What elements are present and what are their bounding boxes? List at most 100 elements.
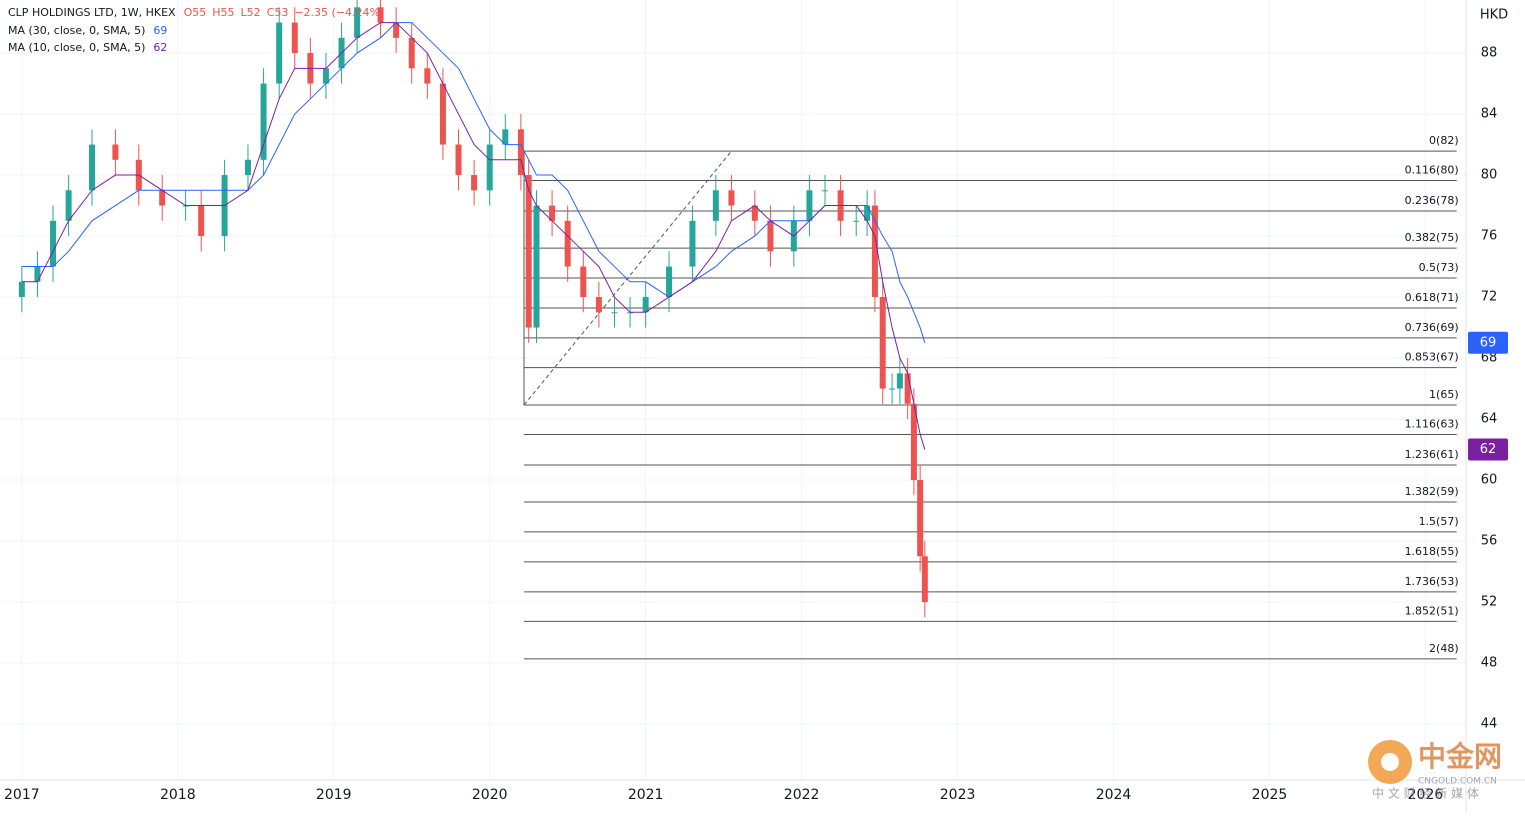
grid xyxy=(0,0,1466,780)
x-tick-label: 2025 xyxy=(1252,787,1288,803)
fib-label: 1.5(57) xyxy=(1419,515,1459,528)
logo-icon xyxy=(1381,753,1399,771)
candle-body xyxy=(455,144,462,176)
ohlc-value: O55 xyxy=(184,6,207,19)
candle-body xyxy=(580,266,587,298)
candle-body xyxy=(291,22,298,54)
fib-label: 2(48) xyxy=(1429,642,1459,655)
x-tick-label: 2017 xyxy=(4,787,40,803)
fib-label: 0.5(73) xyxy=(1419,261,1459,274)
fib-label: 0.736(69) xyxy=(1405,321,1459,334)
candle-body xyxy=(517,129,524,176)
candle-body xyxy=(864,205,871,221)
candle-body xyxy=(889,388,896,390)
price-badge xyxy=(1468,438,1508,461)
y-tick-label: 72 xyxy=(1481,290,1498,305)
fib-label: 1.618(55) xyxy=(1405,545,1459,558)
currency: HKD xyxy=(1480,8,1508,23)
candle-body xyxy=(921,556,928,603)
fib-label: 0.618(71) xyxy=(1405,291,1459,304)
fib-label: 1.116(63) xyxy=(1405,417,1459,430)
candle-body xyxy=(871,205,878,298)
candle-body xyxy=(65,190,72,221)
fib-label: 1.382(59) xyxy=(1405,485,1459,498)
fib-label: 0.116(80) xyxy=(1405,164,1459,177)
watermark-site: CNGOLD.COM.CN xyxy=(1418,777,1497,787)
x-tick-label: 2026 xyxy=(1408,787,1444,803)
y-tick-label: 64 xyxy=(1481,412,1498,427)
candle-body xyxy=(393,22,400,38)
candle-body xyxy=(260,83,267,160)
ohlc-value: L52 xyxy=(241,6,261,19)
candle-body xyxy=(112,144,119,160)
candle-body xyxy=(377,7,384,23)
candle-body xyxy=(917,480,924,557)
candle-body xyxy=(424,68,431,84)
legend-value: 62 xyxy=(153,41,167,54)
candle-body xyxy=(549,205,556,221)
x-tick-label: 2018 xyxy=(160,787,196,803)
y-tick-label: 56 xyxy=(1481,534,1498,549)
price-badge-label: 69 xyxy=(1480,335,1497,350)
candle-body xyxy=(525,175,532,328)
candle-body xyxy=(533,205,540,328)
y-tick-label: 48 xyxy=(1481,656,1498,671)
candle-body xyxy=(276,22,283,84)
candle-body xyxy=(642,297,649,313)
candle-body xyxy=(751,205,758,221)
price-badge xyxy=(1468,331,1508,354)
fib-label: 0.853(67) xyxy=(1405,351,1459,364)
y-tick-label: 52 xyxy=(1481,595,1498,610)
legend-value: 69 xyxy=(153,24,167,37)
chart-title: CLP HOLDINGS LTD, 1W, HKEX xyxy=(8,6,176,19)
legend-name: MA (30, close, 0, SMA, 5) xyxy=(8,24,145,37)
y-tick-label: 60 xyxy=(1481,473,1498,488)
candle-body xyxy=(879,297,886,389)
x-tick-label: 2023 xyxy=(940,787,976,803)
candle-body xyxy=(611,312,618,314)
fib-label: 0.236(78) xyxy=(1405,194,1459,207)
ohlc-value: C53 xyxy=(267,6,289,19)
candle-body xyxy=(910,403,917,481)
candle-body xyxy=(666,266,673,298)
candle-body xyxy=(806,190,813,221)
x-tick-label: 2019 xyxy=(316,787,352,803)
candle-body xyxy=(822,190,829,192)
candle-body xyxy=(896,373,903,389)
candle-body xyxy=(439,83,446,145)
candle-body xyxy=(502,129,509,145)
x-tick-label: 2024 xyxy=(1096,787,1132,803)
legend-name: MA (10, close, 0, SMA, 5) xyxy=(8,41,145,54)
y-tick-label: 44 xyxy=(1481,717,1498,732)
candle-body xyxy=(853,220,860,222)
candle-body xyxy=(564,220,571,267)
fib-label: 1.236(61) xyxy=(1405,448,1459,461)
ma-line xyxy=(21,22,926,450)
candle-body xyxy=(767,220,774,252)
candle-body xyxy=(471,175,478,191)
candle-body xyxy=(408,37,415,69)
candle-body xyxy=(244,159,251,176)
plot-area xyxy=(18,0,1457,660)
watermark: 中金网 CNGOLD.COM.CN 中 文 财 经 新 媒 体 xyxy=(1368,740,1502,801)
fib-label: 1(65) xyxy=(1429,388,1459,401)
candle-body xyxy=(89,144,96,191)
candle-body xyxy=(354,7,361,38)
candle-body xyxy=(486,144,493,191)
watermark-logo: 中金网 xyxy=(1418,740,1502,773)
candle-body xyxy=(712,190,719,221)
candle-body xyxy=(198,205,205,237)
watermark-slogan: 中 文 财 经 新 媒 体 xyxy=(1372,786,1479,801)
fib-trend xyxy=(523,150,732,406)
candle-body xyxy=(34,266,41,282)
fib-label: 0.382(75) xyxy=(1405,231,1459,244)
candle-body xyxy=(50,220,57,267)
price-badge-label: 62 xyxy=(1480,442,1497,457)
candle-body xyxy=(728,190,735,206)
candle-body xyxy=(159,190,166,206)
y-tick-label: 88 xyxy=(1481,46,1498,61)
fib-label: 0(82) xyxy=(1429,134,1459,147)
candle-body xyxy=(18,281,25,298)
